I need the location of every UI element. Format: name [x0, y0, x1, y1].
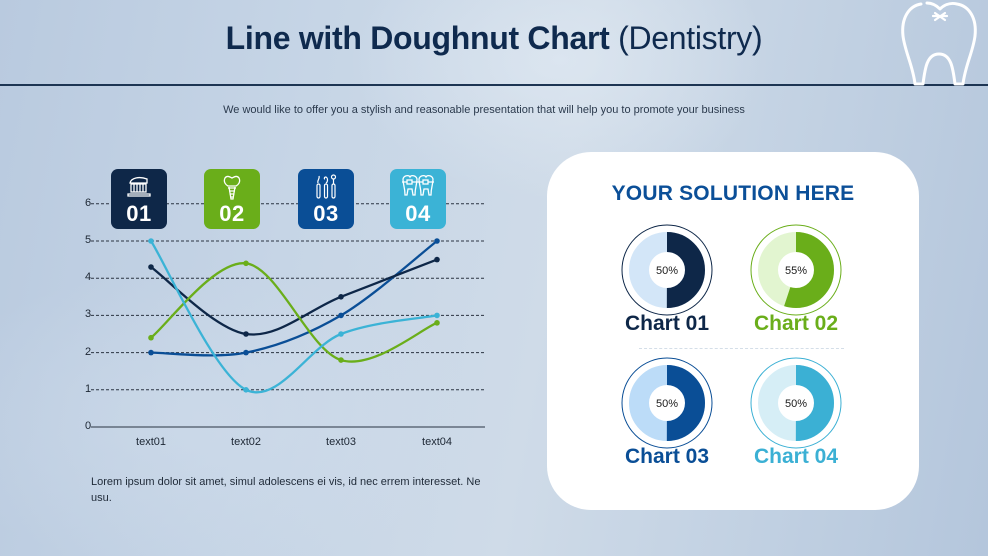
x-tick-label: text04	[422, 436, 452, 448]
line-chart-plot	[91, 203, 485, 428]
donut-percent: 50%	[656, 265, 678, 277]
badge-number: 04	[405, 201, 431, 226]
data-point	[434, 320, 440, 326]
data-point	[243, 349, 249, 356]
badge-03: 03	[298, 169, 354, 229]
description-text: Lorem ipsum dolor sit amet, simul adoles…	[91, 476, 481, 504]
series-line-01	[150, 258, 438, 336]
x-tick-label: text03	[326, 436, 356, 448]
badge-02: 02	[204, 169, 260, 229]
data-point	[434, 256, 440, 263]
y-tick-label: 0	[85, 420, 92, 432]
y-tick-label: 1	[85, 382, 92, 395]
solution-panel: YOUR SOLUTION HERE 50% Chart 01 55% Char…	[547, 152, 919, 510]
data-point	[243, 387, 249, 393]
y-tick-label: 3	[85, 308, 92, 321]
donut-label: Chart 03	[624, 445, 710, 468]
badge-number: 02	[219, 201, 245, 226]
donut-label: Chart 01	[624, 312, 710, 335]
x-tick-label: text02	[231, 436, 261, 448]
subtitle: We would like to offer you a stylish and…	[223, 104, 745, 116]
data-point	[338, 357, 344, 363]
data-point	[338, 331, 344, 337]
donut-percent: 50%	[656, 398, 678, 410]
panel-divider	[639, 348, 844, 349]
tooth-icon	[901, 1, 977, 86]
data-point	[148, 349, 154, 356]
data-point	[434, 238, 440, 244]
title-divider	[0, 84, 988, 86]
donut-percent: 50%	[785, 398, 807, 410]
donut-label: Chart 04	[753, 445, 839, 468]
title-light: (Dentistry)	[618, 20, 763, 56]
data-point	[243, 331, 249, 337]
y-tick-label: 5	[85, 234, 92, 246]
donut-label: Chart 02	[753, 312, 839, 335]
donut-chart-3: 50%	[621, 357, 713, 449]
title-bold: Line with Doughnut Chart	[225, 20, 610, 56]
y-tick-label: 4	[85, 271, 92, 284]
badge-number: 03	[313, 201, 339, 226]
data-point	[148, 264, 154, 270]
x-tick-label: text01	[136, 436, 166, 448]
data-point	[148, 238, 154, 244]
badge-01: 01	[111, 169, 167, 229]
donut-chart-1: 50%	[621, 224, 713, 316]
data-point	[148, 334, 154, 341]
data-point	[243, 260, 249, 267]
data-point	[338, 294, 344, 300]
donut-chart-4: 50%	[750, 357, 842, 449]
y-tick-label: 6	[85, 196, 92, 209]
data-point	[338, 312, 344, 319]
donut-chart-2: 55%	[750, 224, 842, 316]
data-point	[434, 312, 440, 319]
y-tick-label: 2	[85, 345, 92, 358]
series-line-04	[150, 240, 438, 394]
page-title: Line with Doughnut Chart (Dentistry)	[0, 20, 988, 57]
panel-title: YOUR SOLUTION HERE	[611, 182, 855, 205]
badge-04: 04	[390, 169, 446, 229]
series-line-02	[150, 262, 438, 363]
badge-number: 01	[126, 201, 152, 226]
series-line-03	[150, 240, 438, 357]
donut-percent: 55%	[785, 265, 807, 277]
